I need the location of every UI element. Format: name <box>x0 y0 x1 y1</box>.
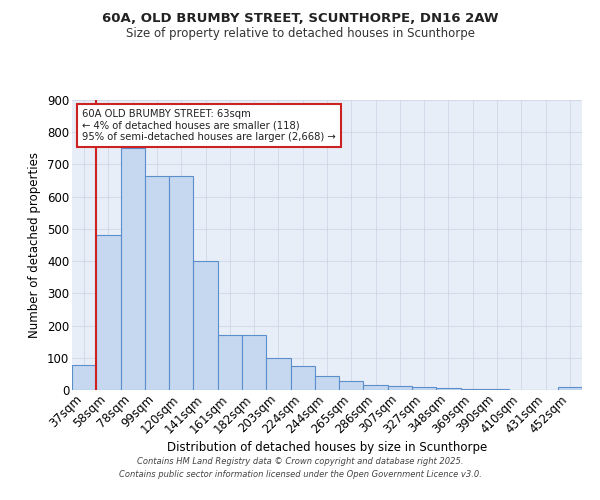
Bar <box>412 387 436 390</box>
Text: 60A, OLD BRUMBY STREET, SCUNTHORPE, DN16 2AW: 60A, OLD BRUMBY STREET, SCUNTHORPE, DN16… <box>102 12 498 26</box>
Bar <box>121 148 145 390</box>
Text: Contains HM Land Registry data © Crown copyright and database right 2025.: Contains HM Land Registry data © Crown c… <box>137 458 463 466</box>
Text: Size of property relative to detached houses in Scunthorpe: Size of property relative to detached ho… <box>125 28 475 40</box>
Bar <box>96 236 121 390</box>
Bar <box>72 365 96 390</box>
X-axis label: Distribution of detached houses by size in Scunthorpe: Distribution of detached houses by size … <box>167 441 487 454</box>
Bar <box>242 335 266 390</box>
Bar <box>169 176 193 390</box>
Bar <box>290 366 315 390</box>
Bar <box>388 386 412 390</box>
Bar <box>145 176 169 390</box>
Text: 60A OLD BRUMBY STREET: 63sqm
← 4% of detached houses are smaller (118)
95% of se: 60A OLD BRUMBY STREET: 63sqm ← 4% of det… <box>82 108 336 142</box>
Bar <box>339 381 364 390</box>
Bar <box>193 261 218 390</box>
Bar <box>558 388 582 390</box>
Bar <box>364 386 388 390</box>
Y-axis label: Number of detached properties: Number of detached properties <box>28 152 41 338</box>
Text: Contains public sector information licensed under the Open Government Licence v3: Contains public sector information licen… <box>119 470 481 479</box>
Bar <box>315 376 339 390</box>
Bar <box>461 389 485 390</box>
Bar <box>436 388 461 390</box>
Bar <box>266 358 290 390</box>
Bar <box>218 335 242 390</box>
